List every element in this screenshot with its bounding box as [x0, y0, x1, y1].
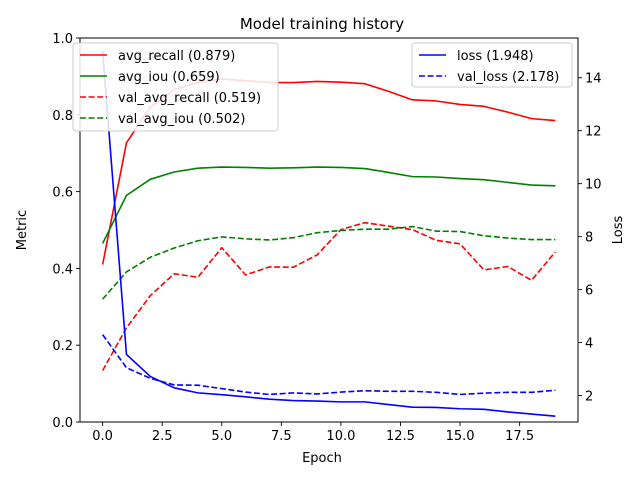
- chart-title: Model training history: [240, 15, 404, 33]
- x-axis-label: Epoch: [302, 451, 342, 466]
- legend-label-avg-recall: avg_recall (0.879): [118, 49, 235, 64]
- x-tick-label: 5.0: [211, 429, 232, 444]
- y-right-tick-label: 8: [585, 231, 593, 246]
- x-tick-label: 12.5: [386, 429, 415, 444]
- y-right-tick-label: 6: [585, 284, 593, 299]
- legend-label-loss: loss (1.948): [457, 49, 534, 64]
- legend-label-avg-iou: avg_iou (0.659): [118, 70, 220, 85]
- y-axis-right: 2 4 6 8 10 12 14: [578, 72, 602, 405]
- y-left-tick-label: 0.8: [52, 109, 73, 124]
- legend-box: [411, 42, 573, 88]
- y-axis-left: 0.0 0.2 0.4 0.6 0.8 1.0: [52, 32, 80, 431]
- y-axis-label-right: Loss: [611, 216, 626, 245]
- y-left-tick-label: 0.4: [52, 262, 73, 277]
- plot-frame: [79, 37, 579, 423]
- y-right-tick-label: 12: [585, 125, 602, 140]
- x-tick-label: 2.5: [152, 429, 173, 444]
- y-right-tick-label: 4: [585, 337, 593, 352]
- y-right-tick-label: 14: [585, 72, 602, 87]
- x-tick-label: 17.5: [505, 429, 534, 444]
- y-left-tick-label: 0.0: [52, 416, 73, 431]
- legend-box: [72, 42, 279, 132]
- x-tick-label: 7.5: [271, 429, 292, 444]
- legend-label-val-avg-recall: val_avg_recall (0.519): [118, 91, 261, 106]
- y-left-tick-label: 0.6: [52, 186, 73, 201]
- series-line-avg-iou: [101, 166, 556, 244]
- x-tick-label: 15.0: [446, 429, 475, 444]
- legends: avg_recall (0.879) avg_iou (0.659) val_avg…: [72, 42, 573, 132]
- x-tick-label: 0.0: [92, 429, 113, 444]
- legend-upper-left: avg_recall (0.879) avg_iou (0.659) val_avg…: [72, 42, 279, 132]
- legend-label-val-avg-iou: val_avg_iou (0.502): [118, 112, 245, 127]
- y-left-tick-label: 0.2: [52, 339, 73, 354]
- series-line-val-avg-iou: [102, 225, 556, 300]
- legend-upper-right: loss (1.948) val_loss (2.178): [411, 42, 573, 88]
- series-line-val-loss: [101, 334, 556, 396]
- y-left-tick-label: 1.0: [52, 32, 73, 47]
- y-right-tick-label: 10: [585, 178, 602, 193]
- series-line-val-avg-recall: [101, 221, 556, 371]
- x-axis: 0.0 2.5 5.0 7.5 10.0 12.5 15.0 17.5: [92, 422, 534, 444]
- y-axis-label-left: Metric: [15, 210, 30, 250]
- series-line-loss: [101, 51, 556, 417]
- x-tick-label: 10.0: [326, 429, 355, 444]
- legend-label-val-loss: val_loss (2.178): [457, 70, 559, 85]
- y-right-tick-label: 2: [585, 390, 593, 405]
